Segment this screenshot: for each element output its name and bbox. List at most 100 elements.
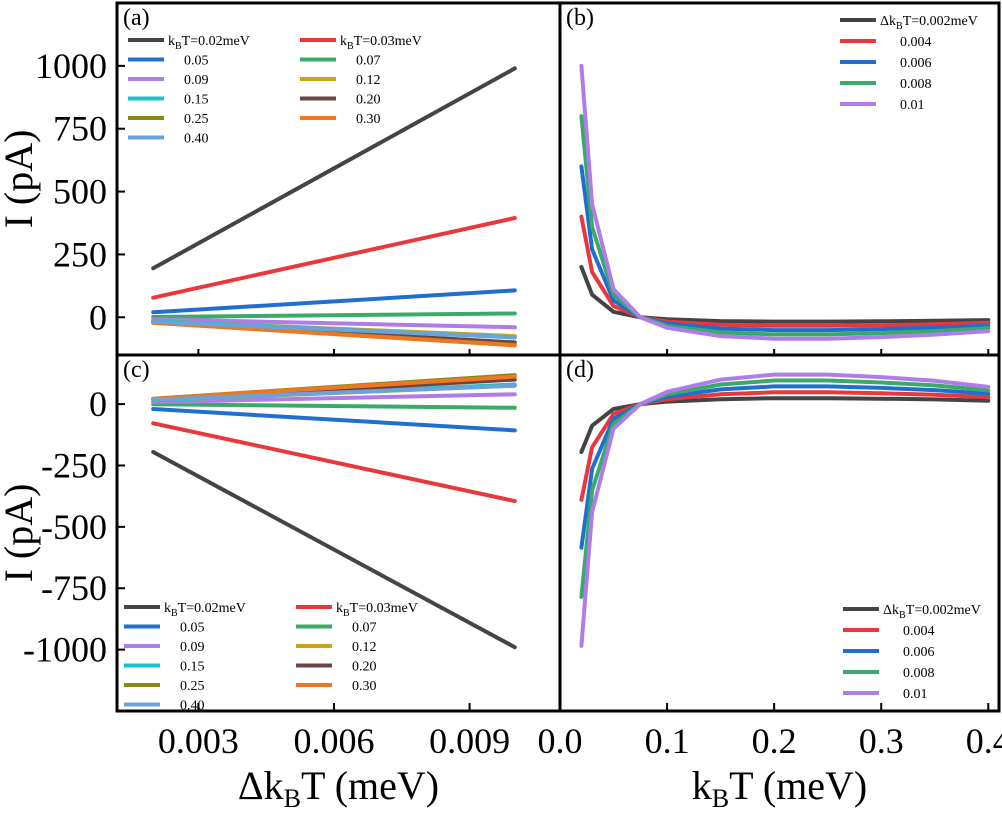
series-line-0.30	[151, 320, 517, 348]
legend-label-main: 0.07	[352, 621, 377, 636]
series-line-0.002	[579, 396, 991, 454]
x-axis-title-sub: B	[712, 784, 729, 813]
series-line-0.05	[151, 288, 517, 315]
legend-label: 0.15	[184, 93, 209, 108]
x-axis-title: ΔkBT (meV)	[238, 763, 439, 813]
legend-label: 0.07	[352, 621, 377, 636]
legend-label: 0.15	[180, 660, 205, 675]
legend-label-main: 0.40	[180, 699, 205, 714]
panel-label: (a)	[123, 5, 150, 31]
legend-label-rest: T=0.02meV	[178, 601, 246, 616]
legend-label: 0.12	[356, 73, 381, 88]
legend-label-main: k	[168, 34, 175, 49]
panel-label: (d)	[566, 357, 594, 383]
y-tick-label: 750	[53, 109, 107, 149]
legend: kBT=0.02meV0.050.090.150.250.40kBT=0.03m…	[124, 601, 418, 714]
x-axis-title-sub: B	[284, 784, 301, 813]
x-tick-label: 0.003	[158, 721, 239, 761]
legend-label-main: 0.05	[180, 621, 205, 636]
series-line-0.07	[151, 311, 517, 319]
legend-label-main: Δk	[883, 603, 899, 618]
legend: ΔkBT=0.002meV 0.004 0.006 0.008 0.01	[843, 603, 981, 702]
series-line-0.40	[151, 319, 517, 340]
series-line-0.02	[151, 66, 517, 271]
series-line-0.30	[151, 374, 517, 401]
legend: ΔkBT=0.002meV 0.004 0.006 0.008 0.01	[840, 14, 978, 113]
x-tick-label: 0.0	[538, 721, 583, 761]
y-tick-label: 1000	[35, 46, 107, 86]
legend-label-main: k	[336, 601, 343, 616]
x-axis-title-main: k	[692, 763, 712, 808]
x-axis-title-rest: T (meV)	[301, 763, 439, 808]
legend-label-main: 0.01	[903, 687, 928, 702]
legend-label-main: 0.004	[900, 35, 932, 50]
legend-label: 0.004	[903, 624, 935, 639]
x-tick-label: 0.3	[859, 721, 904, 761]
legend-label: 0.25	[184, 112, 209, 127]
legend-label-main: 0.20	[356, 93, 381, 108]
legend-label: kBT=0.02meV	[168, 34, 250, 52]
legend-label-main: 0.09	[184, 73, 209, 88]
legend-label: 0.25	[180, 679, 205, 694]
series-group	[151, 66, 517, 348]
y-tick-label: -250	[41, 445, 107, 485]
legend-label-main: 0.004	[903, 624, 935, 639]
legend-label-main: 0.008	[900, 77, 932, 92]
legend-label-main: 0.30	[356, 112, 381, 127]
y-tick-label: -750	[41, 568, 107, 608]
panel-b: (b) ΔkBT=0.002meV 0.004 0.006 0.008 0.01	[558, 1, 1001, 357]
legend-label: kBT=0.02meV	[164, 601, 246, 619]
legend-label: 0.20	[352, 660, 377, 675]
x-tick-label: 0.4	[966, 721, 1002, 761]
legend-label-main: k	[164, 601, 171, 616]
legend-label-main: 0.25	[184, 112, 209, 127]
legend-label-sub: B	[171, 608, 178, 619]
legend-label-sub: B	[343, 608, 350, 619]
series-line-0.004	[579, 390, 991, 502]
legend-label: ΔkBT=0.002meV	[883, 603, 981, 621]
legend-label-main: 0.006	[903, 645, 935, 660]
series-line-0.02	[151, 450, 517, 650]
legend-label-main: 0.40	[184, 132, 209, 147]
x-tick-label: 0.1	[645, 721, 690, 761]
legend-label-rest: T=0.002meV	[903, 14, 978, 29]
legend-label: 0.008	[900, 77, 932, 92]
legend-label-main: 0.09	[180, 640, 205, 655]
series-line-0.01	[579, 372, 991, 648]
legend-label-rest: T=0.02meV	[182, 34, 250, 49]
y-tick-label: 500	[53, 172, 107, 212]
y-axis-title: I (pA)	[0, 484, 41, 583]
series-group	[151, 373, 517, 650]
legend-label: 0.01	[903, 687, 928, 702]
y-tick-label: 0	[89, 384, 107, 424]
y-axis-title: I (pA)	[0, 130, 41, 229]
legend-label: ΔkBT=0.002meV	[880, 14, 978, 32]
series-line-0.09	[151, 392, 517, 405]
x-axis-title-main: Δk	[238, 763, 284, 808]
legend-label-main: 0.01	[900, 98, 925, 113]
legend-label: 0.01	[900, 98, 925, 113]
legend-label-main: 0.15	[184, 93, 209, 108]
legend-label-main: Δk	[880, 14, 896, 29]
legend-label-main: 0.12	[356, 73, 381, 88]
legend-label: 0.40	[184, 132, 209, 147]
series-line-0.07	[151, 402, 517, 410]
legend-label-sub: B	[896, 21, 903, 32]
legend: kBT=0.02meV0.050.090.150.250.40kBT=0.03m…	[128, 34, 422, 147]
legend-label-main: 0.05	[184, 54, 209, 69]
series-line-0.006	[579, 164, 991, 333]
legend-label: 0.008	[903, 666, 935, 681]
legend-label-main: 0.12	[352, 640, 377, 655]
legend-label: 0.07	[356, 54, 381, 69]
legend-label: 0.40	[180, 699, 205, 714]
legend-label-rest: T=0.03meV	[354, 34, 422, 49]
series-line-0.004	[579, 214, 991, 328]
series-line-0.05	[151, 407, 517, 433]
legend-label-sub: B	[899, 610, 906, 621]
panel-label: (b)	[566, 5, 594, 31]
y-tick-label: 0	[89, 297, 107, 337]
series-line-0.006	[579, 384, 991, 550]
legend-label: 0.12	[352, 640, 377, 655]
